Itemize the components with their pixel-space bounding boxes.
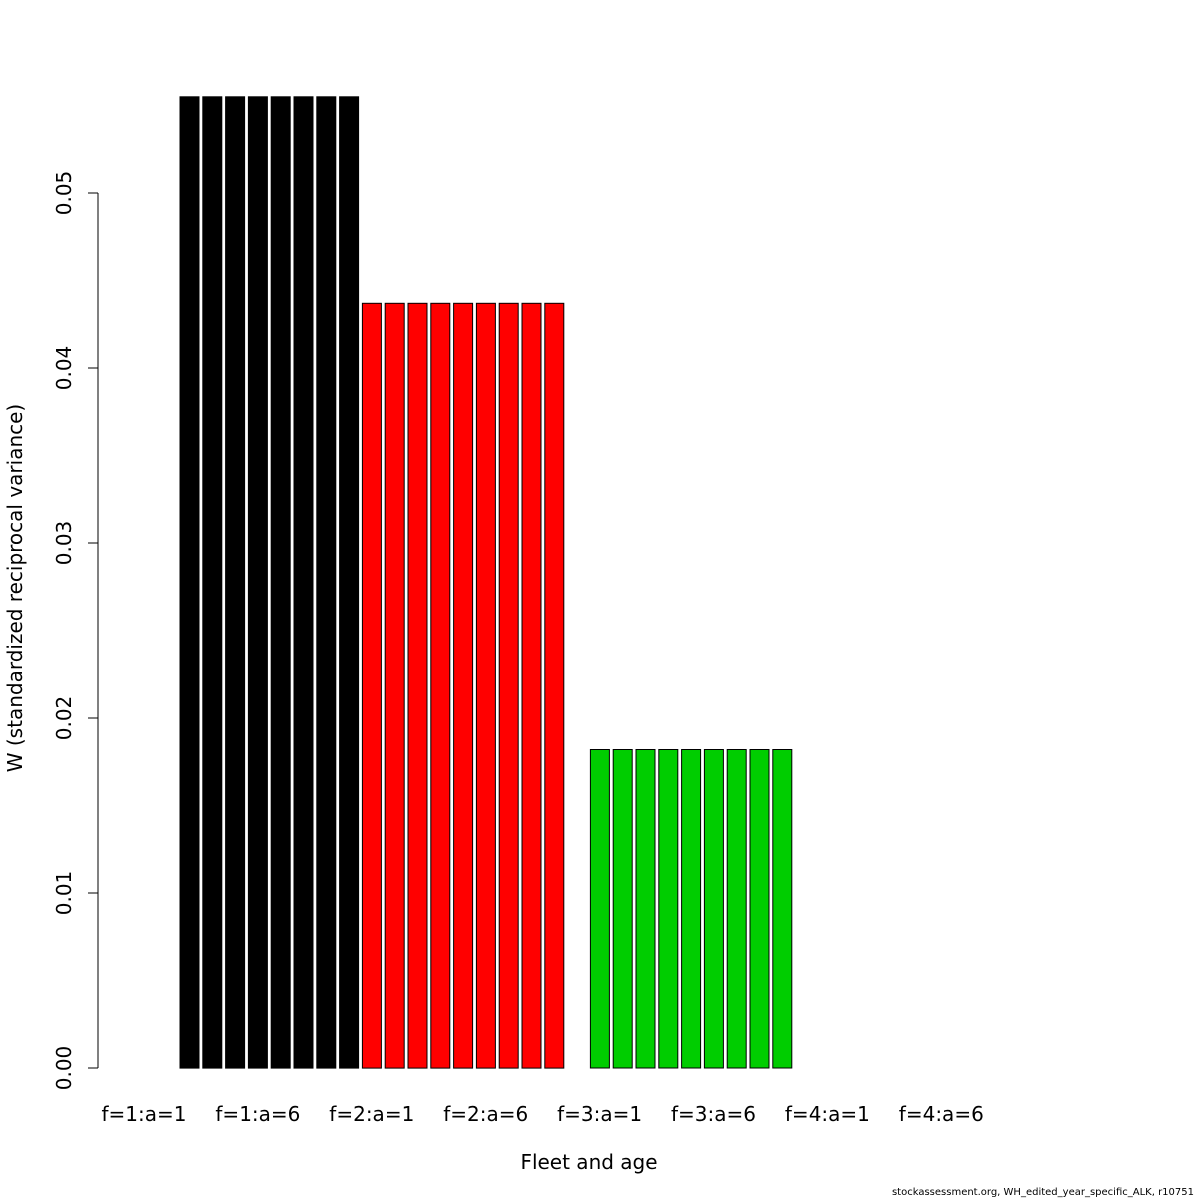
bar-fleet-3-9 [772, 749, 793, 1069]
bar-fleet-3-4 [658, 749, 679, 1069]
bar-fleet-3-7 [726, 749, 747, 1069]
y-tick-label: 0.04 [52, 346, 76, 391]
x-category-label: f=3:a=1 [557, 1102, 642, 1126]
bar-fleet-3-8 [749, 749, 770, 1069]
bar-fleet-3-6 [703, 749, 724, 1069]
bar-fleet-3-2 [612, 749, 633, 1069]
x-category-label: f=1:a=6 [215, 1102, 300, 1126]
bar-fleet-2-9 [544, 302, 565, 1069]
x-axis-label: Fleet and age [520, 1150, 657, 1174]
bar-fleet-1-2 [202, 96, 223, 1069]
bar-fleet-2-8 [521, 302, 542, 1069]
bar-fleet-2-2 [384, 302, 405, 1069]
bar-fleet-1-8 [339, 96, 360, 1069]
y-axis-label: W (standardized reciprocal variance) [3, 404, 27, 773]
y-tick-label: 0.02 [52, 696, 76, 741]
bar-fleet-1-4 [247, 96, 268, 1069]
y-tick-label: 0.00 [52, 1046, 76, 1091]
y-tick-label: 0.01 [52, 871, 76, 916]
bar-fleet-3-1 [589, 749, 610, 1069]
x-category-label: f=4:a=6 [899, 1102, 984, 1126]
footer-credit: stockassessment.org, WH_edited_year_spec… [891, 1187, 1194, 1198]
bar-fleet-1-3 [225, 96, 246, 1069]
bar-fleet-2-3 [407, 302, 428, 1069]
bar-fleet-2-6 [475, 302, 496, 1069]
x-category-label: f=4:a=1 [785, 1102, 870, 1126]
x-category-labels: f=1:a=1 f=1:a=6 f=2:a=1 f=2:a=6 f=3:a=1 f=3:a… [102, 1102, 984, 1126]
bar-fleet-2-7 [498, 302, 519, 1069]
x-category-label: f=2:a=1 [329, 1102, 414, 1126]
bar-fleet-3-5 [681, 749, 702, 1069]
bar-fleet-1-1 [179, 96, 200, 1069]
y-tick-label: 0.03 [52, 521, 76, 566]
bar-fleet-1-6 [293, 96, 314, 1069]
x-category-label: f=3:a=6 [671, 1102, 756, 1126]
bar-fleet-2-5 [453, 302, 474, 1069]
y-tick-label: 0.05 [52, 171, 76, 216]
x-category-label: f=2:a=6 [443, 1102, 528, 1126]
bar-fleet-1-5 [270, 96, 291, 1069]
x-category-label: f=1:a=1 [102, 1102, 187, 1126]
bar-fleet-2-1 [361, 302, 382, 1069]
bar-fleet-3-3 [635, 749, 656, 1069]
bar-fleet-2-4 [430, 302, 451, 1069]
y-axis: 0.00 0.01 0.02 0.03 0.04 0.05 [52, 171, 99, 1091]
bars [179, 96, 793, 1069]
bar-fleet-1-7 [316, 96, 337, 1069]
